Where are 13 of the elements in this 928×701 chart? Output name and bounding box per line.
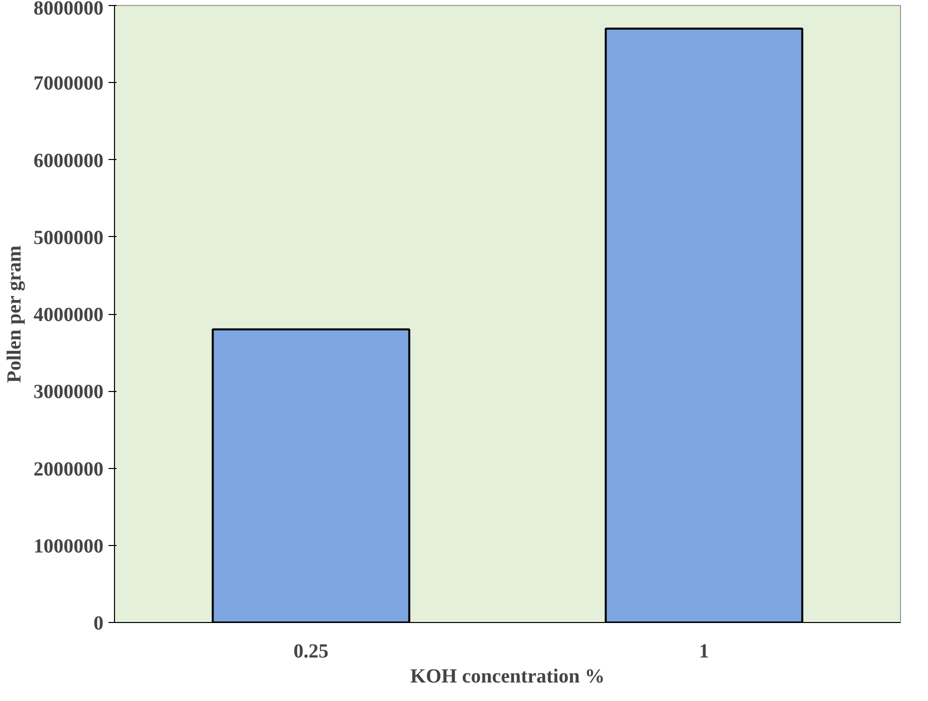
y-axis-title: Pollen per gram xyxy=(4,245,26,383)
y-tick-label: 0 xyxy=(94,612,104,634)
y-tick-label: 8000000 xyxy=(34,0,104,20)
y-tick-label: 4000000 xyxy=(34,304,104,326)
x-tick-label: 1 xyxy=(699,640,709,662)
y-tick-label: 5000000 xyxy=(34,226,104,249)
x-axis-title: KOH concentration % xyxy=(410,666,605,688)
y-tick-label: 3000000 xyxy=(34,381,104,404)
y-tick-label: 7000000 xyxy=(34,72,104,95)
x-tick-label: 0.25 xyxy=(294,640,328,662)
y-tick-label: 1000000 xyxy=(34,535,104,558)
y-tick-label: 6000000 xyxy=(34,150,104,172)
y-tick-label: 2000000 xyxy=(34,458,104,480)
